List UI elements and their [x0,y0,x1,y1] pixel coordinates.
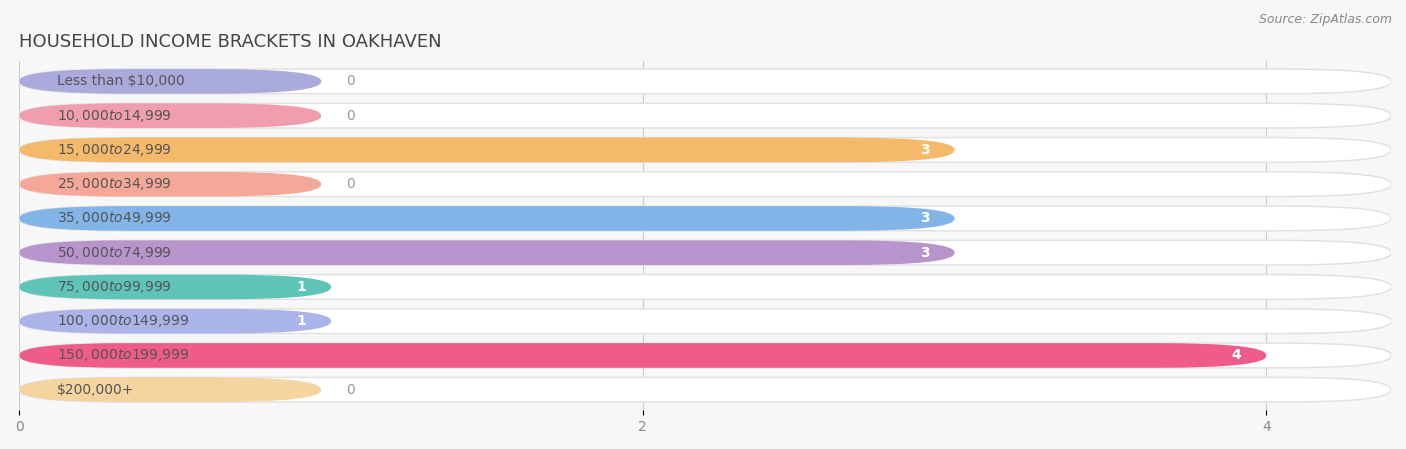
Text: 4: 4 [1232,348,1241,362]
Text: 3: 3 [920,143,929,157]
FancyBboxPatch shape [20,309,330,334]
FancyBboxPatch shape [20,103,1391,128]
FancyBboxPatch shape [20,240,955,265]
Text: Less than $10,000: Less than $10,000 [56,75,184,88]
Text: HOUSEHOLD INCOME BRACKETS IN OAKHAVEN: HOUSEHOLD INCOME BRACKETS IN OAKHAVEN [20,33,441,51]
Text: 0: 0 [346,75,354,88]
Text: 1: 1 [297,280,307,294]
FancyBboxPatch shape [20,206,955,231]
Text: $150,000 to $199,999: $150,000 to $199,999 [56,348,190,363]
FancyBboxPatch shape [20,275,330,299]
Text: $100,000 to $149,999: $100,000 to $149,999 [56,313,190,329]
FancyBboxPatch shape [20,343,1391,368]
FancyBboxPatch shape [20,172,321,197]
FancyBboxPatch shape [20,343,1267,368]
Text: $10,000 to $14,999: $10,000 to $14,999 [56,108,172,123]
FancyBboxPatch shape [20,309,1391,334]
FancyBboxPatch shape [20,69,1391,94]
FancyBboxPatch shape [20,137,1391,162]
FancyBboxPatch shape [20,275,1391,299]
FancyBboxPatch shape [20,172,1391,197]
Text: 3: 3 [920,246,929,260]
Text: $200,000+: $200,000+ [56,383,134,397]
Text: $15,000 to $24,999: $15,000 to $24,999 [56,142,172,158]
FancyBboxPatch shape [20,378,321,402]
FancyBboxPatch shape [20,137,955,162]
Text: 0: 0 [346,109,354,123]
Text: 0: 0 [346,383,354,397]
Text: $25,000 to $34,999: $25,000 to $34,999 [56,176,172,192]
FancyBboxPatch shape [20,378,1391,402]
Text: 0: 0 [346,177,354,191]
Text: Source: ZipAtlas.com: Source: ZipAtlas.com [1258,13,1392,26]
FancyBboxPatch shape [20,103,321,128]
Text: $75,000 to $99,999: $75,000 to $99,999 [56,279,172,295]
Text: 1: 1 [297,314,307,328]
Text: $35,000 to $49,999: $35,000 to $49,999 [56,211,172,226]
FancyBboxPatch shape [20,206,1391,231]
Text: 3: 3 [920,211,929,225]
FancyBboxPatch shape [20,69,321,94]
FancyBboxPatch shape [20,240,1391,265]
Text: $50,000 to $74,999: $50,000 to $74,999 [56,245,172,261]
